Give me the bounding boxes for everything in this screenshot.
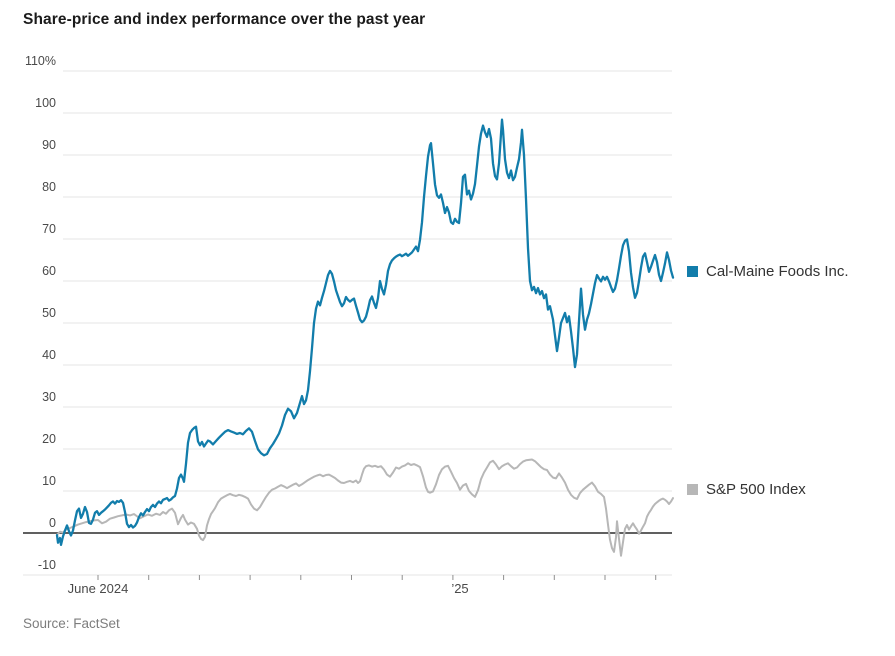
legend-item-cal-maine: Cal-Maine Foods Inc. xyxy=(687,263,849,280)
y-axis-label: -10 xyxy=(37,558,56,572)
y-axis-label: 10 xyxy=(42,474,56,488)
source-note: Source: FactSet xyxy=(23,616,120,631)
legend-item-sp500: S&P 500 Index xyxy=(687,481,806,498)
y-axis-label: 90 xyxy=(42,138,56,152)
x-axis-label: June 2024 xyxy=(67,581,129,596)
y-axis-label: 100 xyxy=(35,96,56,110)
y-axis-label: 30 xyxy=(42,390,56,404)
series-line-sp500 xyxy=(56,458,674,557)
y-axis-label: 60 xyxy=(42,264,56,278)
y-axis-label: 80 xyxy=(42,180,56,194)
cal-maine-legend-label: Cal-Maine Foods Inc. xyxy=(706,263,849,280)
y-axis-label: 0 xyxy=(49,516,56,530)
y-axis-label: 50 xyxy=(42,306,56,320)
cal-maine-legend-swatch xyxy=(687,266,698,277)
y-axis-label: 20 xyxy=(42,432,56,446)
series-line-cal-maine xyxy=(55,118,675,546)
y-axis-label: 70 xyxy=(42,222,56,236)
y-axis-label: 40 xyxy=(42,348,56,362)
x-axis-label: ’25 xyxy=(451,581,469,596)
y-axis-label: 110% xyxy=(24,54,56,68)
sp500-legend-swatch xyxy=(687,484,698,495)
sp500-legend-label: S&P 500 Index xyxy=(706,481,806,498)
chart-title: Share-price and index performance over t… xyxy=(23,11,426,28)
